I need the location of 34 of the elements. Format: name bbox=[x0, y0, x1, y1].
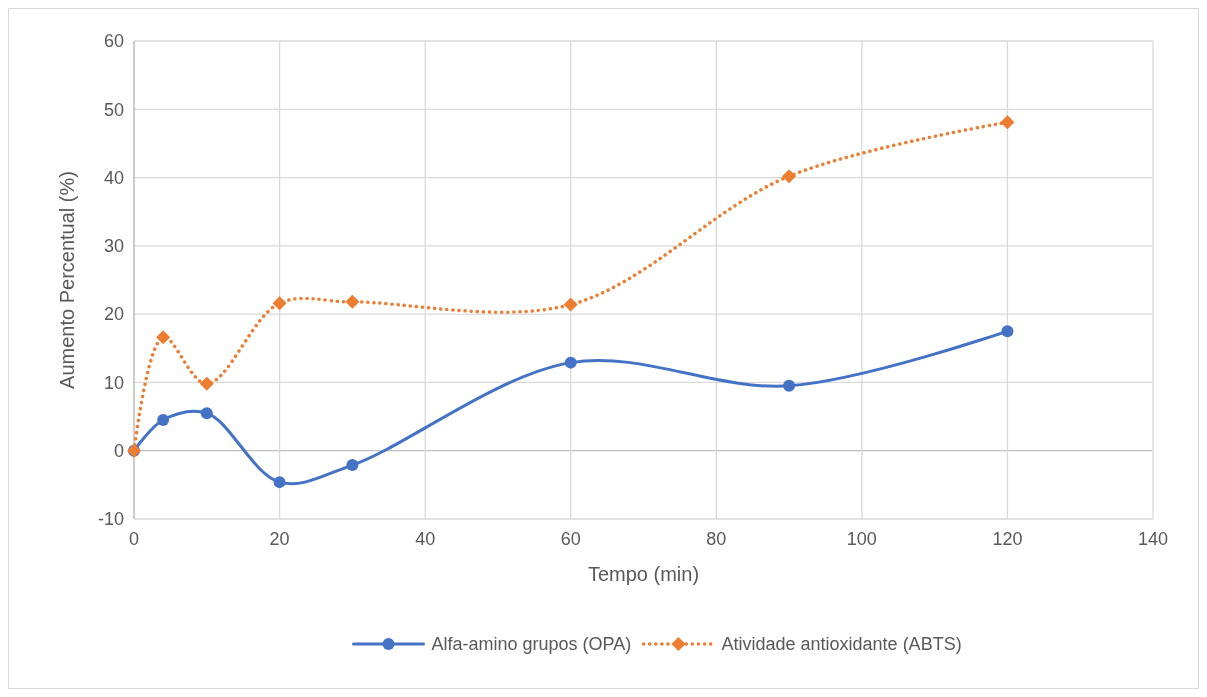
y-tick-label: 20 bbox=[103, 304, 124, 325]
x-axis-title: Tempo (min) bbox=[587, 563, 700, 585]
point bbox=[783, 379, 796, 392]
point bbox=[563, 297, 578, 312]
y-tick-label: 60 bbox=[103, 31, 124, 52]
y-tick-label: 10 bbox=[103, 372, 124, 393]
x-tick-label: 60 bbox=[560, 529, 581, 549]
x-tick-label: 100 bbox=[846, 529, 877, 549]
point bbox=[346, 459, 359, 472]
y-tick-label: 0 bbox=[113, 441, 124, 462]
point bbox=[1000, 115, 1015, 130]
point bbox=[157, 413, 170, 426]
x-tick-label: 80 bbox=[706, 529, 727, 549]
legend-label: Atividade antioxidante (ABTS) bbox=[721, 634, 962, 655]
x-tick-label: 20 bbox=[269, 529, 290, 549]
point bbox=[272, 296, 287, 311]
x-tick-label: 140 bbox=[1137, 529, 1169, 549]
point bbox=[782, 169, 797, 184]
point bbox=[345, 294, 360, 309]
point bbox=[273, 476, 286, 489]
y-tick-label: -10 bbox=[97, 509, 124, 530]
y-tick-label: 30 bbox=[103, 236, 124, 257]
point bbox=[199, 376, 214, 391]
x-tick-label: 40 bbox=[415, 529, 436, 549]
x-tick-label: 0 bbox=[128, 529, 140, 549]
point bbox=[156, 330, 171, 345]
y-tick-label: 50 bbox=[103, 99, 124, 120]
point bbox=[564, 356, 577, 369]
point bbox=[200, 407, 213, 420]
legend-label: Alfa-amino grupos (OPA) bbox=[431, 634, 632, 655]
y-axis-title: Aumento Percentual (%) bbox=[56, 171, 78, 389]
y-tick-label: 40 bbox=[103, 167, 124, 188]
x-tick-label: 120 bbox=[992, 529, 1023, 549]
point bbox=[1001, 325, 1014, 338]
